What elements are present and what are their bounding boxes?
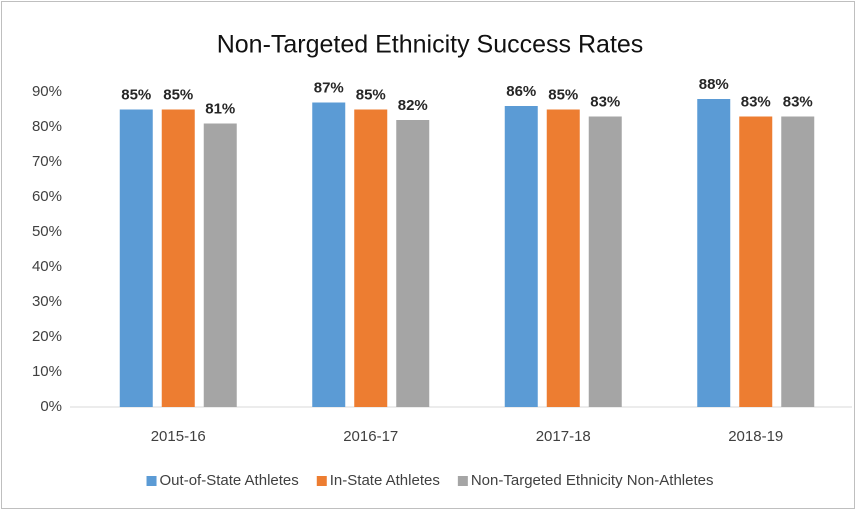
y-tick-label: 20% (32, 328, 62, 345)
value-label: 87% (314, 79, 344, 96)
bar (312, 102, 346, 407)
bar (588, 116, 622, 407)
bar (504, 106, 538, 407)
bar (161, 109, 195, 407)
y-tick-label: 0% (40, 398, 62, 415)
value-label: 85% (163, 86, 193, 103)
bar (739, 116, 773, 407)
legend-label: In-State Athletes (330, 472, 440, 489)
chart-title: Non-Targeted Ethnicity Success Rates (217, 31, 644, 59)
legend-swatch (146, 476, 157, 486)
value-label: 83% (783, 93, 813, 110)
bar (354, 109, 388, 407)
y-tick-label: 50% (32, 223, 62, 240)
bar (697, 99, 731, 407)
y-tick-label: 10% (32, 363, 62, 380)
bar (119, 109, 153, 407)
legend-swatch (457, 476, 468, 486)
legend-label: Non-Targeted Ethnicity Non-Athletes (471, 472, 714, 489)
x-tick-label: 2015-16 (151, 428, 206, 445)
value-label: 88% (699, 76, 729, 93)
value-label: 81% (205, 100, 235, 117)
x-tick-label: 2018-19 (728, 428, 783, 445)
x-tick-label: 2017-18 (536, 428, 591, 445)
x-tick-label: 2016-17 (343, 428, 398, 445)
y-tick-label: 30% (32, 293, 62, 310)
bar (781, 116, 815, 407)
legend-label: Out-of-State Athletes (160, 472, 299, 489)
value-label: 82% (398, 97, 428, 114)
legend-swatch (316, 476, 327, 486)
bar (203, 123, 237, 407)
bar (396, 120, 430, 407)
value-label: 86% (506, 83, 536, 100)
value-label: 83% (741, 93, 771, 110)
y-tick-label: 90% (32, 83, 62, 100)
y-tick-label: 70% (32, 153, 62, 170)
bar (546, 109, 580, 407)
value-label: 85% (548, 86, 578, 103)
y-tick-label: 60% (32, 188, 62, 205)
value-label: 85% (356, 86, 386, 103)
value-label: 85% (121, 86, 151, 103)
value-label: 83% (590, 93, 620, 110)
y-tick-label: 40% (32, 258, 62, 275)
y-tick-label: 80% (32, 118, 62, 135)
